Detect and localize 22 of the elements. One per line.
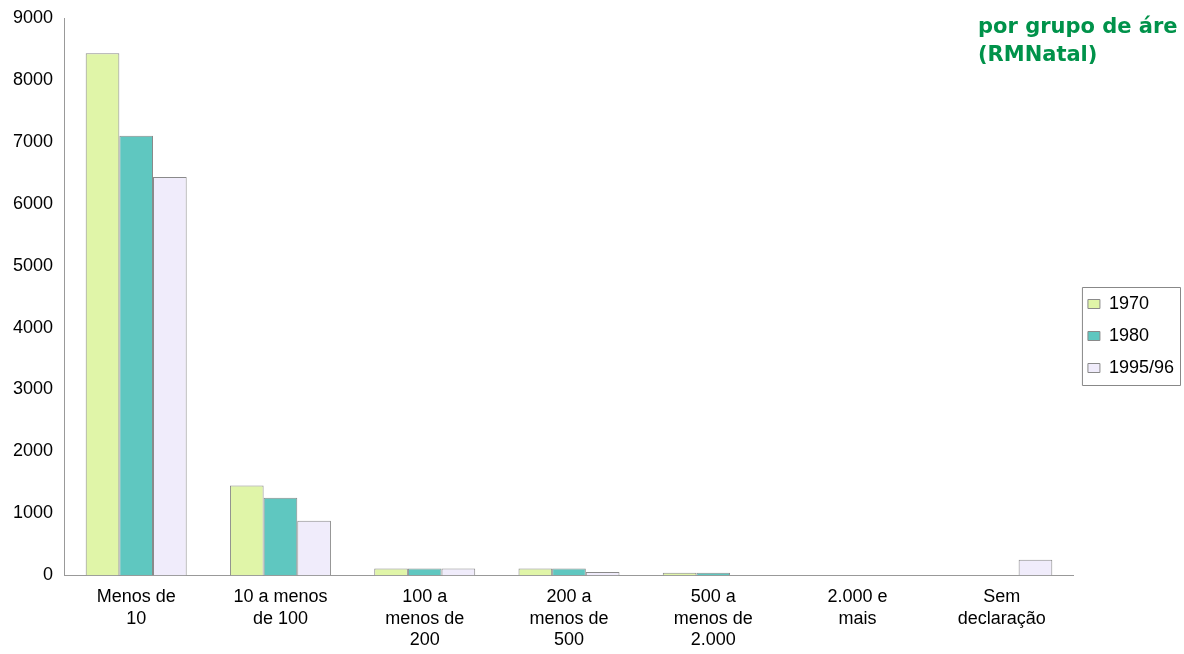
y-tick-label: 0 xyxy=(43,564,54,585)
y-tick-label: 4000 xyxy=(13,316,54,337)
y-tick-label: 7000 xyxy=(13,130,54,151)
x-tick-label: 500 a menos de 2.000 xyxy=(673,585,753,650)
legend-label: 1980 xyxy=(1108,324,1149,345)
y-tick-label: 2000 xyxy=(13,440,54,461)
x-tick-label: 2.000 e mais xyxy=(827,585,888,628)
y-tick-label: 8000 xyxy=(13,68,54,89)
y-tick-label: 5000 xyxy=(13,254,54,275)
y-tick-label: 9000 xyxy=(13,6,54,27)
y-tick-label: 1000 xyxy=(13,502,54,523)
x-tick-label: Sem declaração xyxy=(957,585,1046,628)
x-tick-label: Menos de 10 xyxy=(96,585,176,628)
legend-label: 1995/96 xyxy=(1108,356,1175,377)
chart-title: por grupo de áre xyxy=(978,13,1178,40)
y-tick-label: 6000 xyxy=(13,192,54,213)
x-tick-label: 200 a menos de 500 xyxy=(529,585,609,650)
x-tick-label: 100 a menos de 200 xyxy=(385,585,465,650)
y-tick-label: 3000 xyxy=(13,378,54,399)
legend-label: 1970 xyxy=(1108,292,1149,313)
text: (RMNatal) xyxy=(978,41,1099,68)
x-tick-label: 10 a menos de 100 xyxy=(233,585,328,628)
